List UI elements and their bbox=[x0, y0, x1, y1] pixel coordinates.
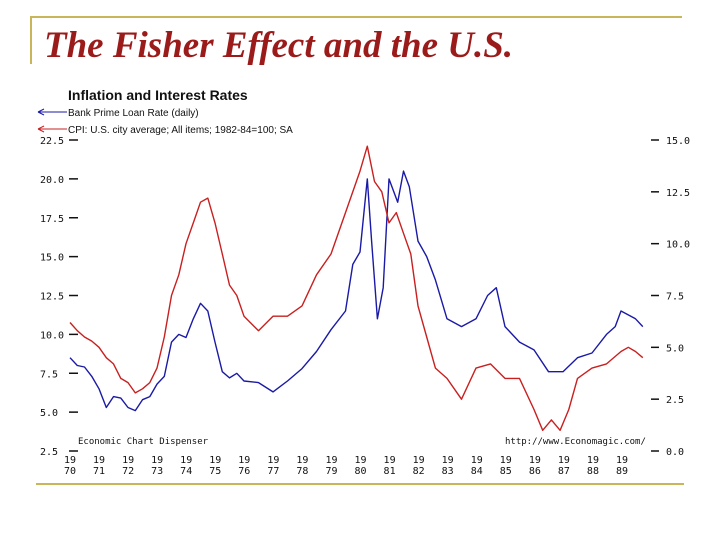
x-tick-label-year: 81 bbox=[384, 466, 396, 477]
bottom-rule bbox=[36, 483, 684, 485]
right-tick-label: 15.0 bbox=[666, 136, 690, 147]
x-tick-label-century: 19 bbox=[384, 455, 396, 466]
x-tick-label-year: 80 bbox=[355, 466, 367, 477]
x-tick-label-year: 89 bbox=[616, 466, 628, 477]
x-tick-label-century: 19 bbox=[413, 455, 425, 466]
right-tick-label: 12.5 bbox=[666, 188, 690, 199]
x-tick-label-year: 74 bbox=[180, 466, 192, 477]
x-tick-label-year: 71 bbox=[93, 466, 105, 477]
x-tick-label-year: 70 bbox=[64, 466, 76, 477]
legend-label-cpi: CPI: U.S. city average; All items; 1982-… bbox=[68, 125, 293, 136]
x-tick-label-century: 19 bbox=[529, 455, 541, 466]
x-tick-label-year: 72 bbox=[122, 466, 134, 477]
left-tick-label: 20.0 bbox=[40, 175, 64, 186]
x-tick-label-century: 19 bbox=[325, 455, 337, 466]
left-tick-label: 10.0 bbox=[40, 330, 64, 341]
x-tick-label-century: 19 bbox=[500, 455, 512, 466]
x-tick-label-century: 19 bbox=[151, 455, 163, 466]
right-tick-label: 10.0 bbox=[666, 240, 690, 251]
x-tick-label-year: 76 bbox=[238, 466, 250, 477]
x-tick-label-year: 86 bbox=[529, 466, 541, 477]
right-tick-label: 2.5 bbox=[666, 395, 684, 406]
source-annotation: Economic Chart Dispenser bbox=[78, 437, 209, 447]
x-tick-label-century: 19 bbox=[442, 455, 454, 466]
series-group bbox=[69, 145, 644, 431]
left-rule bbox=[30, 16, 32, 64]
legend-label-prime-rate: Bank Prime Loan Rate (daily) bbox=[68, 108, 199, 119]
legend-blue-arrowhead bbox=[37, 108, 45, 116]
right-tick-label: 5.0 bbox=[666, 343, 684, 354]
cpi-inflation-line bbox=[69, 145, 644, 431]
x-tick-label-century: 19 bbox=[355, 455, 367, 466]
prime-rate-line bbox=[69, 170, 644, 412]
x-tick-label-year: 73 bbox=[151, 466, 163, 477]
slide-title: The Fisher Effect and the U.S. bbox=[44, 25, 514, 66]
x-tick-label-year: 75 bbox=[209, 466, 221, 477]
axes: 22.5 20.0 17.5 15.0 12.5 10.0 7.5 5.0 2.5 15.0 12.… bbox=[40, 136, 690, 477]
x-tick-label-century: 19 bbox=[122, 455, 134, 466]
x-tick-label-century: 19 bbox=[471, 455, 483, 466]
x-tick-label-year: 88 bbox=[587, 466, 599, 477]
left-tick-label: 5.0 bbox=[40, 408, 58, 419]
left-tick-label: 2.5 bbox=[40, 447, 58, 458]
chart-title: Inflation and Interest Rates bbox=[68, 87, 248, 103]
legend-red-arrowhead bbox=[37, 125, 45, 133]
x-tick-label-century: 19 bbox=[587, 455, 599, 466]
x-tick-label-century: 19 bbox=[267, 455, 279, 466]
x-tick-label-century: 19 bbox=[296, 455, 308, 466]
x-tick-label-year: 84 bbox=[471, 466, 483, 477]
x-tick-label-year: 79 bbox=[325, 466, 337, 477]
x-tick-label-year: 82 bbox=[413, 466, 425, 477]
url-annotation: http://www.Economagic.com/ bbox=[505, 437, 646, 447]
x-tick-label-year: 85 bbox=[500, 466, 512, 477]
x-tick-label-century: 19 bbox=[616, 455, 628, 466]
left-tick-label: 15.0 bbox=[40, 253, 64, 264]
x-tick-label-year: 87 bbox=[558, 466, 570, 477]
left-tick-label: 17.5 bbox=[40, 214, 64, 225]
left-tick-label: 12.5 bbox=[40, 292, 64, 303]
x-tick-label-century: 19 bbox=[558, 455, 570, 466]
x-tick-label-century: 19 bbox=[238, 455, 250, 466]
x-tick-label-year: 77 bbox=[267, 466, 279, 477]
x-tick-label-year: 83 bbox=[442, 466, 454, 477]
x-tick-label-century: 19 bbox=[64, 455, 76, 466]
x-tick-label-century: 19 bbox=[93, 455, 105, 466]
x-tick-label-year: 78 bbox=[296, 466, 308, 477]
top-rule bbox=[30, 16, 682, 18]
right-tick-label: 7.5 bbox=[666, 292, 684, 303]
legend: Bank Prime Loan Rate (daily) CPI: U.S. c… bbox=[37, 108, 293, 136]
right-tick-label: 0.0 bbox=[666, 447, 684, 458]
left-tick-label: 7.5 bbox=[40, 369, 58, 380]
left-tick-label: 22.5 bbox=[40, 136, 64, 147]
x-tick-label-century: 19 bbox=[209, 455, 221, 466]
x-tick-label-century: 19 bbox=[180, 455, 192, 466]
